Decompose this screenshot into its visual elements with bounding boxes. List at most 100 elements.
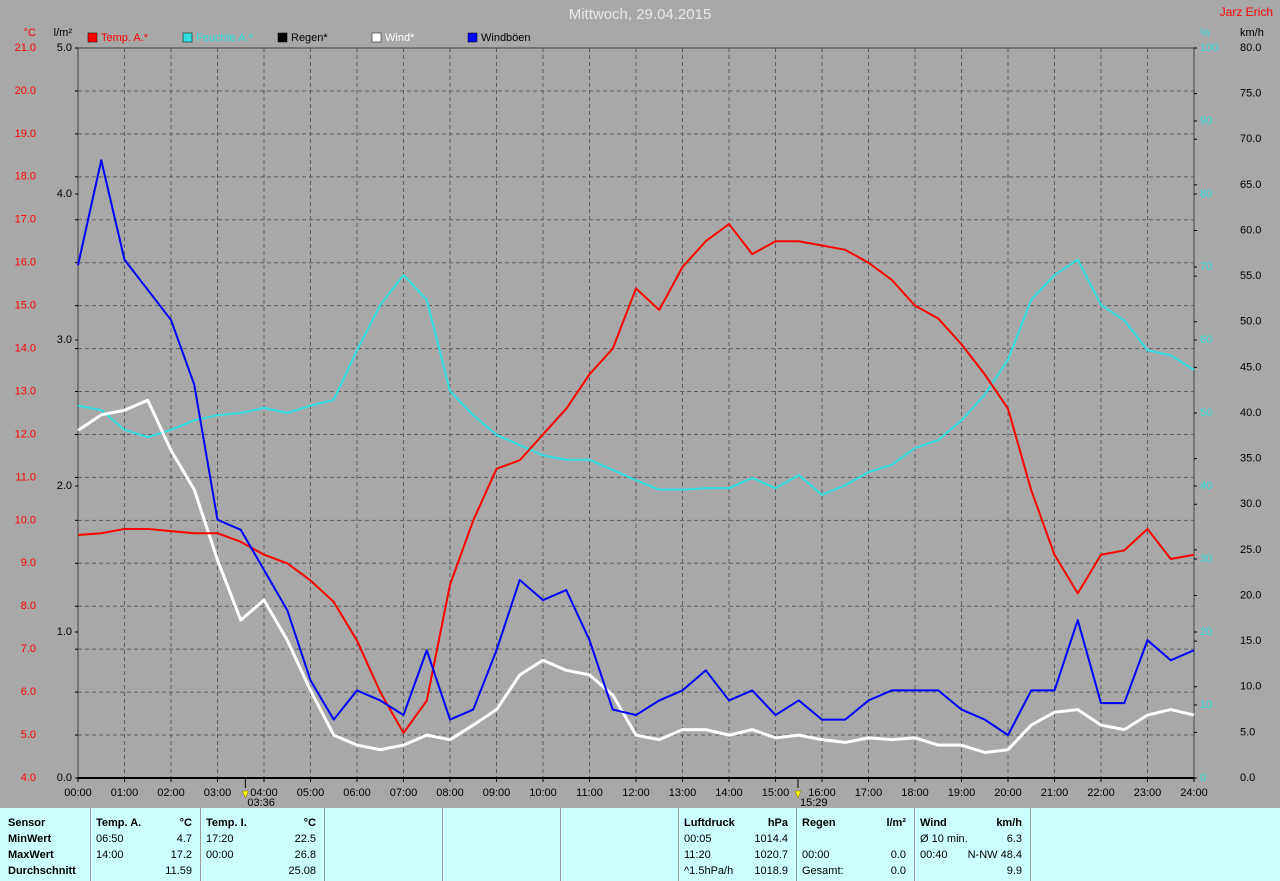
panel-header: Luftdruck <box>684 817 735 829</box>
y-tick-label: 0.0 <box>1240 772 1255 784</box>
legend-label: Regen* <box>291 32 328 44</box>
legend-swatch <box>277 32 288 43</box>
x-tick-label: 20:00 <box>994 787 1022 799</box>
x-tick-label: 17:00 <box>855 787 883 799</box>
cell-value: 1014.4 <box>754 833 788 845</box>
y-tick-label: 6.0 <box>21 686 36 698</box>
y-tick-label: 4.0 <box>21 772 36 784</box>
legend-swatch <box>182 32 193 43</box>
x-tick-label: 22:00 <box>1087 787 1115 799</box>
cell-time: Gesamt: <box>802 865 844 877</box>
separator <box>324 808 325 881</box>
series-line <box>77 159 1195 737</box>
row-label: MaxWert <box>8 849 54 861</box>
y-tick-label: 90 <box>1200 115 1212 127</box>
y-tick-label: 3.0 <box>57 334 72 346</box>
x-tick-label: 01:00 <box>111 787 139 799</box>
cell-value: 26.8 <box>294 849 316 861</box>
y-tick-label: 20.0 <box>15 85 36 97</box>
cell-time: 11:20 <box>684 849 711 861</box>
x-tick-label: 08:00 <box>436 787 464 799</box>
separator <box>796 808 797 881</box>
panel-unit: km/h <box>996 817 1022 829</box>
cell-value: 4.7 <box>176 833 192 845</box>
marker-label: 03:36 <box>247 797 275 808</box>
y-tick-label: 35.0 <box>1240 453 1261 465</box>
x-tick-label: 05:00 <box>297 787 325 799</box>
y-tick-label: 0.0 <box>57 772 72 784</box>
y-tick-label: 55.0 <box>1240 270 1261 282</box>
sun-icon <box>794 790 802 799</box>
cell-value: 9.9 <box>1006 865 1022 877</box>
marker-label: 15:29 <box>800 797 828 808</box>
y-tick-label: 75.0 <box>1240 88 1261 100</box>
y-tick-label: 25.0 <box>1240 544 1261 556</box>
y-tick-label: 15.0 <box>1240 635 1261 647</box>
panel-unit: °C <box>179 817 192 829</box>
cell-time: 00:40 <box>920 849 948 861</box>
separator <box>1030 808 1031 881</box>
y-tick-label: 50.0 <box>1240 316 1261 328</box>
chart: Mittwoch, 29.04.2015 Jarz Erich 00:00 01:… <box>0 0 1280 808</box>
y-tick-label: 60.0 <box>1240 224 1261 236</box>
axis-unit: % <box>1200 27 1210 39</box>
y-tick-label: 12.0 <box>15 428 36 440</box>
legend-label: Feuchte A.* <box>196 32 254 44</box>
y-tick-label: 1.0 <box>57 626 72 638</box>
separator <box>90 808 91 881</box>
cell-value: 17.2 <box>170 849 192 861</box>
axis-unit: l/m² <box>54 27 73 39</box>
x-tick-label: 07:00 <box>390 787 418 799</box>
y-tick-label: 5.0 <box>1240 726 1255 738</box>
background <box>0 0 1280 808</box>
legend-swatch <box>467 32 478 43</box>
panel-header: Temp. I. <box>206 817 247 829</box>
y-tick-label: 21.0 <box>15 42 36 54</box>
y-tick-label: 50 <box>1200 407 1212 419</box>
cell-value: 25.08 <box>288 865 316 877</box>
y-tick-label: 9.0 <box>21 557 36 569</box>
cell-time: 00:00 <box>206 849 234 861</box>
y-tick-label: 80 <box>1200 188 1212 200</box>
y-tick-label: 5.0 <box>57 42 72 54</box>
y-tick-label: 80.0 <box>1240 42 1261 54</box>
stats-table: Sensor MinWert MaxWert Durchschnitt Temp. A.… <box>0 808 1280 881</box>
y-tick-label: 65.0 <box>1240 179 1261 191</box>
y-tick-label: 40.0 <box>1240 407 1261 419</box>
cell-value: 1020.7 <box>754 849 788 861</box>
separator <box>442 808 443 881</box>
x-tick-label: 09:00 <box>483 787 511 799</box>
x-tick-label: 15:00 <box>762 787 790 799</box>
chart-title: Mittwoch, 29.04.2015 <box>569 6 712 23</box>
x-tick-label: 19:00 <box>948 787 976 799</box>
y-tick-label: 10 <box>1200 699 1212 711</box>
cell-value: 22.5 <box>294 833 316 845</box>
cell-value: N-NW 48.4 <box>967 849 1022 861</box>
y-tick-label: 60 <box>1200 334 1212 346</box>
y-tick-label: 10.0 <box>15 514 36 526</box>
x-tick-label: 23:00 <box>1134 787 1162 799</box>
panel-header: Regen <box>802 817 836 829</box>
series-line <box>77 258 1195 496</box>
y-tick-label: 7.0 <box>21 643 36 655</box>
x-tick-label: 10:00 <box>529 787 557 799</box>
cell-value: 6.3 <box>1006 833 1022 845</box>
y-tick-label: 20 <box>1200 626 1212 638</box>
panel-unit: °C <box>303 817 316 829</box>
cell-time: 00:05 <box>684 833 712 845</box>
legend-label: Windböen <box>481 32 531 44</box>
y-tick-label: 4.0 <box>57 188 72 200</box>
x-tick-label: 00:00 <box>64 787 92 799</box>
cell-time: 06:50 <box>96 833 124 845</box>
cell-time: 17:20 <box>206 833 234 845</box>
y-tick-label: 40 <box>1200 480 1212 492</box>
cell-time: 14:00 <box>96 849 124 861</box>
x-tick-label: 12:00 <box>622 787 650 799</box>
legend-label: Temp. A.* <box>101 32 149 44</box>
axis-unit: km/h <box>1240 27 1264 39</box>
panel-unit: l/m² <box>886 817 906 829</box>
legend-label: Wind* <box>385 32 415 44</box>
x-tick-label: 13:00 <box>669 787 697 799</box>
x-tick-label: 02:00 <box>157 787 185 799</box>
legend-swatch <box>87 32 98 43</box>
